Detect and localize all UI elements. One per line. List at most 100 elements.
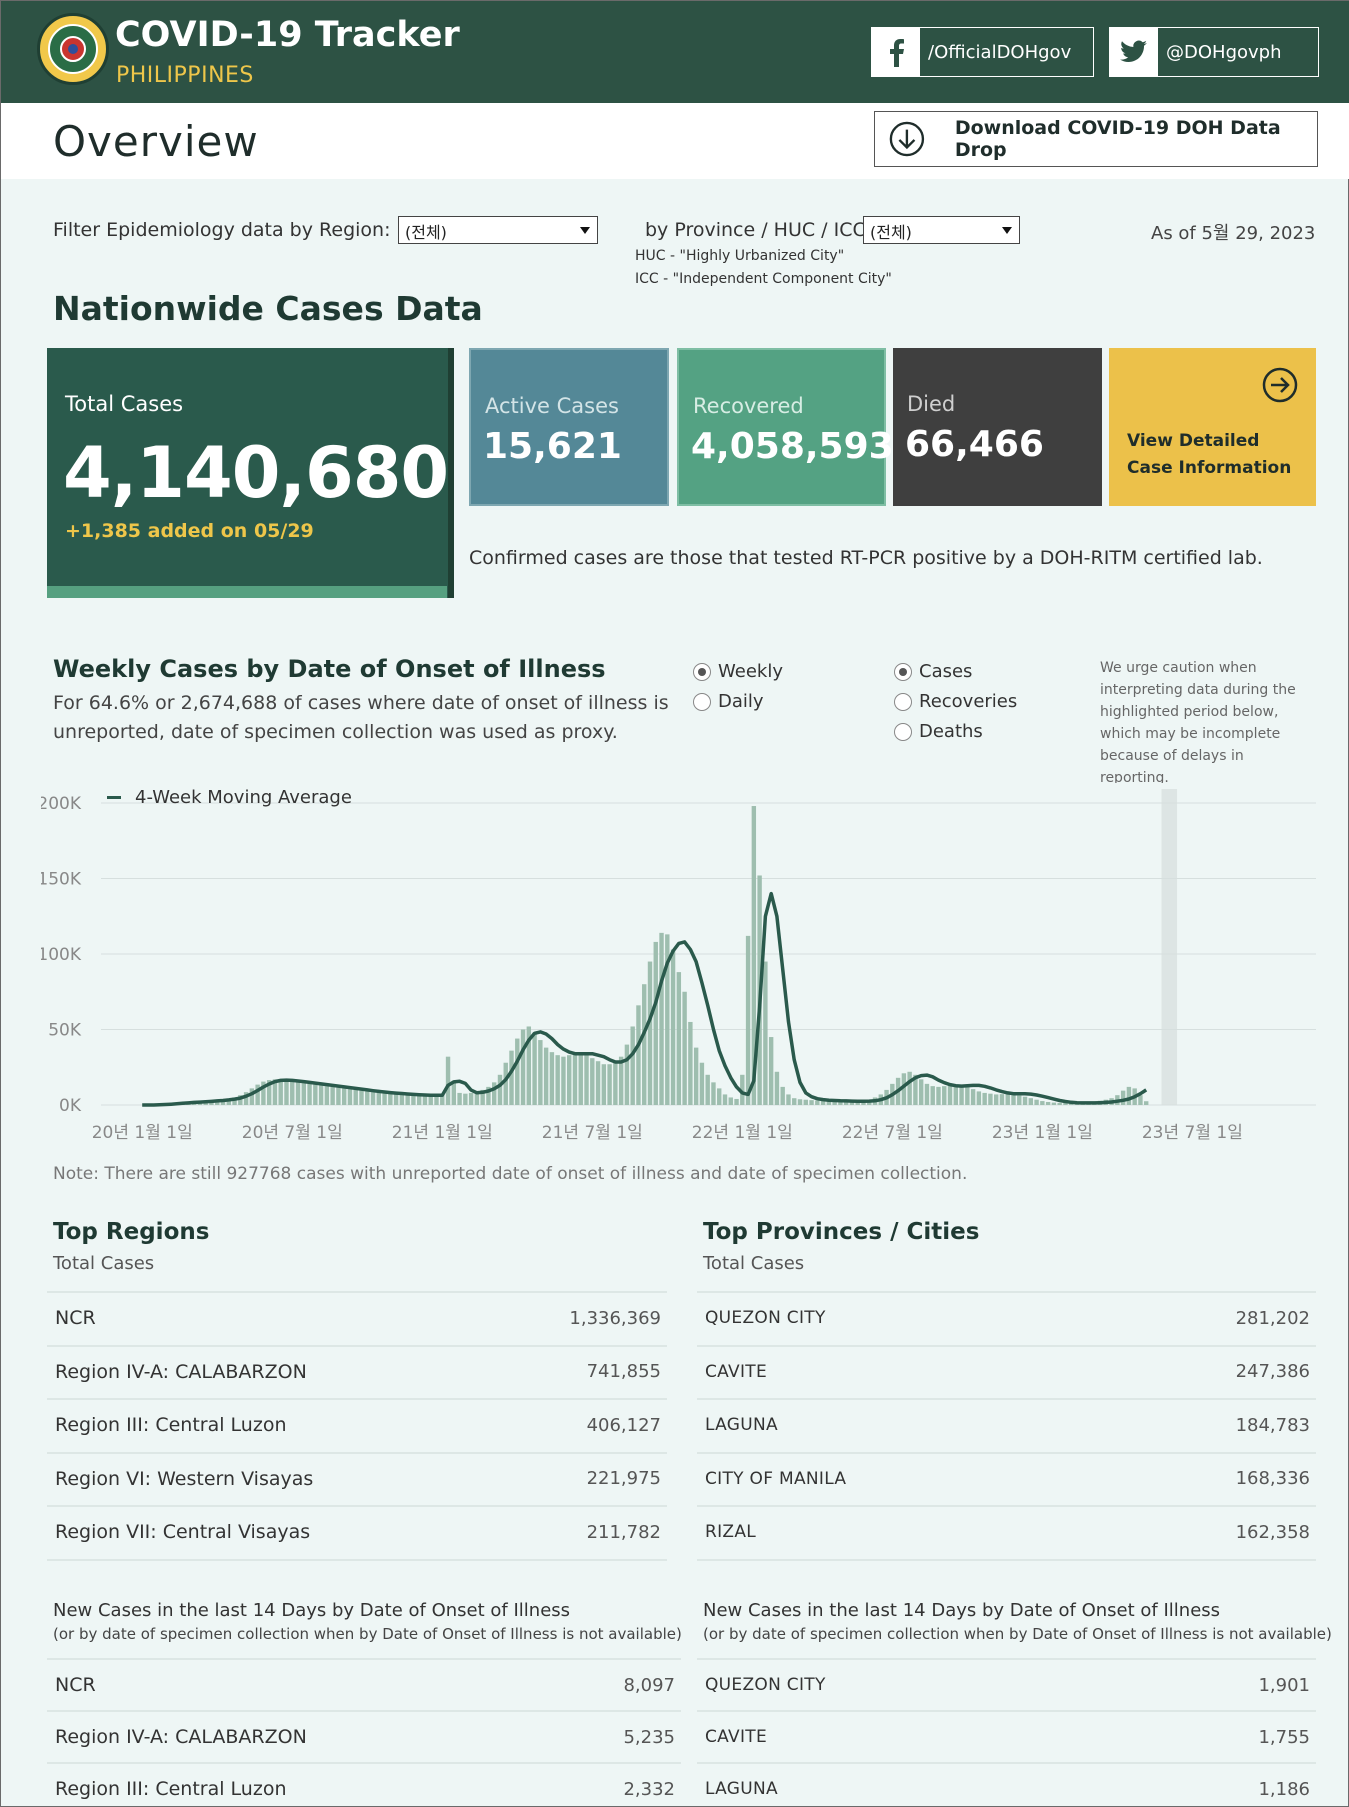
table-row[interactable]: LAGUNA 1,186 [697, 1762, 1316, 1807]
top-regions-title: Top Regions [53, 1219, 210, 1245]
weekly-cases-bar [307, 1083, 312, 1105]
radio-weekly[interactable]: Weekly [693, 661, 783, 682]
weekly-cases-bar [520, 1029, 526, 1105]
chart-legend: 4-Week Moving Average [107, 787, 352, 808]
row-value: 8,097 [623, 1674, 675, 1696]
table-row[interactable]: Region IV-A: CALABARZON 741,855 [47, 1344, 667, 1397]
moving-average-line [142, 891, 1148, 1107]
radio-recoveries[interactable]: Recoveries [894, 691, 1017, 712]
weekly-cases-bar [347, 1089, 353, 1105]
weekly-cases-bar [549, 1052, 555, 1105]
weekly-cases-bar [670, 949, 676, 1105]
chevron-down-icon [1002, 227, 1012, 234]
cases-added-note: +1,385 added on 05/29 [65, 520, 314, 542]
weekly-cases-chart: 0K 50K 100K 150K 200K 20년 1월 1일 20년 7월 1일 21년 1… [41, 789, 1316, 1143]
table-row[interactable]: NCR 1,336,369 [47, 1291, 667, 1343]
weekly-cases-bar [526, 1026, 532, 1105]
weekly-cases-bar [613, 1062, 618, 1105]
weekly-cases-bar [659, 932, 664, 1105]
facebook-link[interactable]: /OfficialDOHgov [871, 27, 1094, 77]
weekly-cases-bar [918, 1079, 924, 1105]
table-row[interactable]: Region III: Central Luzon 406,127 [47, 1398, 667, 1450]
download-label: Download COVID-19 DOH Data Drop [954, 117, 1281, 161]
weekly-cases-bar [595, 1061, 601, 1105]
y-tick-label: 100K [41, 945, 82, 965]
weekly-cases-bar [1028, 1098, 1034, 1105]
view-detailed-case-button[interactable]: View Detailed Case Information [1109, 348, 1316, 506]
province-select[interactable]: (전체) [863, 216, 1020, 244]
weekly-cases-bar [543, 1047, 549, 1105]
radio-cases[interactable]: Cases [894, 661, 972, 682]
weekly-cases-bar [901, 1073, 907, 1105]
table-row[interactable]: QUEZON CITY 281,202 [697, 1291, 1316, 1343]
radio-recoveries-label: Recoveries [919, 691, 1018, 712]
table-row[interactable]: Region VI: Western Visayas 221,975 [47, 1451, 667, 1504]
weekly-cases-bar [232, 1097, 237, 1105]
table-row[interactable]: CITY OF MANILA 168,336 [697, 1451, 1316, 1504]
weekly-cases-bar [1022, 1096, 1028, 1105]
weekly-cases-bar [572, 1053, 578, 1105]
weekly-cases-bar [947, 1085, 953, 1105]
table-row[interactable]: Region VII: Central Visayas 211,782 [47, 1505, 667, 1557]
weekly-cases-bar [313, 1084, 318, 1105]
row-value: 5,235 [623, 1726, 675, 1748]
active-cases-label: Active Cases [485, 394, 619, 418]
legend-line-swatch [107, 796, 121, 799]
region-new-cases-subtitle: (or by date of specimen collection when … [53, 1625, 682, 1643]
row-value: 406,127 [586, 1414, 661, 1436]
table-row[interactable]: NCR 8,097 [47, 1658, 681, 1710]
region-filter-label: Filter Epidemiology data by Region: [53, 219, 391, 241]
weekly-cases-bar [624, 1044, 630, 1105]
chevron-down-icon [580, 227, 590, 234]
weekly-cases-bar [768, 1037, 774, 1105]
weekly-cases-bar [1017, 1095, 1022, 1105]
table-row[interactable]: LAGUNA 184,783 [697, 1398, 1316, 1450]
table-row[interactable]: RIZAL 162,358 [697, 1505, 1316, 1557]
y-tick-label: 150K [41, 870, 82, 890]
weekly-cases-bar [653, 941, 658, 1105]
weekly-cases-bar [970, 1089, 976, 1105]
radio-daily[interactable]: Daily [693, 691, 764, 712]
weekly-cases-bar [353, 1089, 358, 1105]
weekly-cases-bar [774, 1071, 780, 1105]
region-select[interactable]: (전체) [398, 216, 598, 244]
weekly-cases-bar [930, 1086, 935, 1105]
weekly-cases-bar [468, 1092, 474, 1105]
total-card-shadow [448, 348, 454, 598]
radio-cases-label: Cases [919, 661, 973, 682]
download-data-drop-button[interactable]: Download COVID-19 DOH Data Drop [874, 111, 1318, 167]
weekly-cases-bar [924, 1083, 930, 1105]
region-select-value: (전체) [405, 223, 447, 242]
weekly-cases-bar [699, 1062, 705, 1105]
caution-note: We urge caution when interpreting data d… [1100, 660, 1296, 783]
weekly-cases-bar [607, 1064, 612, 1105]
weekly-cases-bar [249, 1088, 255, 1105]
table-row[interactable]: CAVITE 247,386 [697, 1344, 1316, 1397]
weekly-cases-bar [290, 1081, 295, 1105]
x-tick-label: 21년 1월 1일 [392, 1123, 493, 1143]
doh-seal-logo [37, 13, 109, 85]
table-row[interactable]: Region IV-A: CALABARZON 5,235 [47, 1710, 681, 1762]
table-row[interactable]: CAVITE 1,755 [697, 1710, 1316, 1762]
table-row[interactable]: Region III: Central Luzon 2,332 [47, 1762, 681, 1807]
weekly-cases-bar [988, 1093, 993, 1105]
row-value: 281,202 [1235, 1307, 1310, 1329]
weekly-cases-bar [411, 1094, 416, 1105]
huc-note: HUC - "Highly Urbanized City" [635, 248, 845, 264]
weekly-cases-bar [855, 1101, 860, 1105]
weekly-cases-bar [255, 1084, 260, 1105]
row-value: 247,386 [1235, 1361, 1310, 1382]
weekly-cases-bar [786, 1094, 791, 1105]
twitter-link[interactable]: @DOHgovph [1109, 27, 1319, 77]
table-row[interactable]: QUEZON CITY 1,901 [697, 1658, 1316, 1710]
radio-deaths[interactable]: Deaths [894, 721, 983, 742]
weekly-cases-bar [486, 1086, 491, 1105]
weekly-cases-bar [1040, 1101, 1045, 1105]
row-name: LAGUNA [705, 1415, 778, 1435]
weekly-cases-bar [693, 1047, 699, 1105]
weekly-cases-bar [809, 1100, 814, 1105]
weekly-cases-bar [740, 1074, 745, 1105]
x-tick-label: 20년 7월 1일 [242, 1123, 343, 1143]
row-name: QUEZON CITY [705, 1308, 826, 1328]
weekly-cases-bar [838, 1101, 843, 1105]
